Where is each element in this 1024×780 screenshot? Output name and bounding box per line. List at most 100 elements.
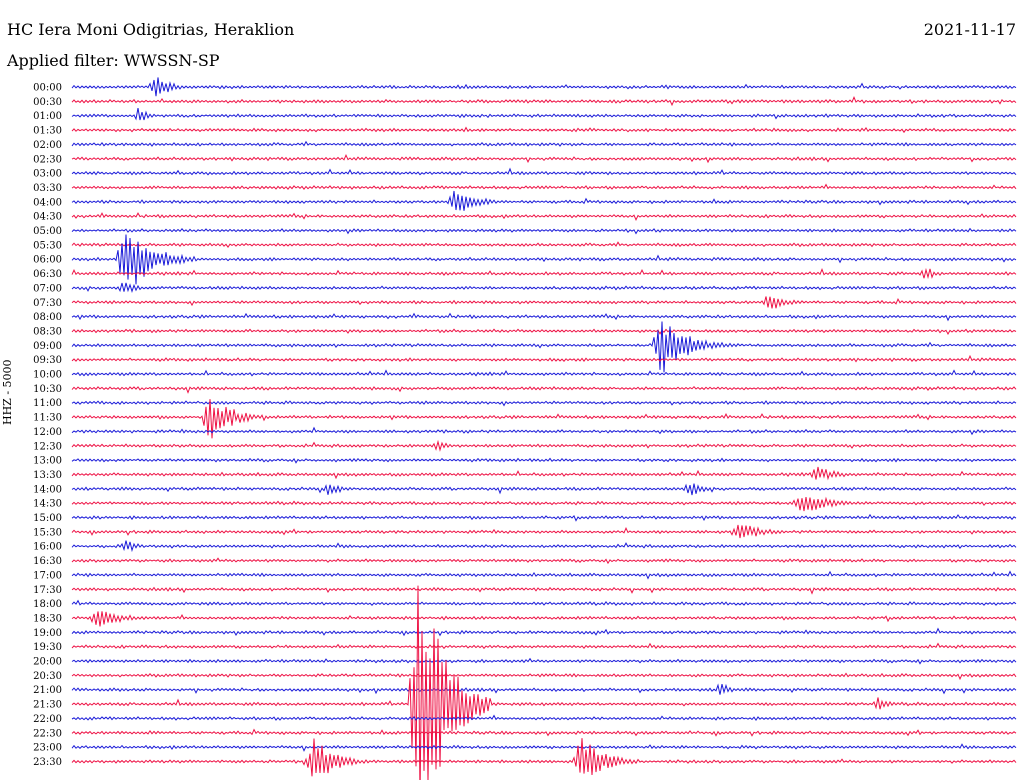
tick-label-2100: 21:00: [33, 685, 62, 696]
tick-label-0000: 00:00: [33, 83, 62, 94]
trace-0530: [71, 241, 1017, 248]
trace-1230: [71, 439, 1017, 452]
tick-label-1700: 17:00: [33, 570, 62, 581]
tick-label-0530: 05:30: [33, 240, 62, 251]
trace-0130: [71, 126, 1017, 134]
trace-1800: [71, 599, 1017, 606]
tick-label-0500: 05:00: [33, 226, 62, 237]
tick-label-2030: 20:30: [33, 671, 62, 682]
tick-label-1800: 18:00: [33, 599, 62, 610]
tick-label-1500: 15:00: [33, 513, 62, 524]
trace-1600: [71, 540, 1017, 553]
tick-label-0800: 08:00: [33, 312, 62, 323]
trace-1030: [71, 385, 1017, 394]
trace-0330: [71, 183, 1017, 191]
trace-2100: [71, 683, 1017, 695]
trace-1500: [71, 513, 1017, 522]
tick-label-0430: 04:30: [33, 212, 62, 223]
tick-label-0830: 08:30: [33, 326, 62, 337]
trace-1700: [71, 570, 1017, 580]
trace-2230: [71, 728, 1017, 737]
tick-label-1200: 12:00: [33, 427, 62, 438]
tick-label-0630: 06:30: [33, 269, 62, 280]
trace-0830: [71, 328, 1017, 336]
tick-label-1930: 19:30: [33, 642, 62, 653]
trace-0600: [71, 234, 1017, 285]
tick-labels: 00:00 00:30 01:00 01:30 02:00 02:30 03:00 03:30…: [33, 83, 62, 768]
trace-2330: [71, 738, 1017, 777]
tick-label-0200: 02:00: [33, 140, 62, 151]
trace-0800: [71, 312, 1017, 322]
tick-label-0700: 07:00: [33, 283, 62, 294]
tick-label-0300: 03:00: [33, 169, 62, 180]
seismogram-traces: [71, 77, 1017, 780]
trace-2300: [71, 743, 1017, 752]
trace-0930: [71, 354, 1017, 363]
tick-label-1900: 19:00: [33, 628, 62, 639]
trace-0900: [71, 321, 1017, 373]
tick-label-2000: 20:00: [33, 657, 62, 668]
trace-1130: [71, 399, 1017, 439]
station-title: HC Iera Moni Odigitrias, Heraklion: [7, 20, 295, 39]
tick-label-2300: 23:00: [33, 743, 62, 754]
tick-label-1030: 10:30: [33, 384, 62, 395]
trace-1000: [71, 369, 1017, 377]
trace-0230: [71, 153, 1017, 164]
tick-label-1300: 13:00: [33, 456, 62, 467]
trace-1730: [71, 586, 1017, 595]
trace-0500: [71, 227, 1017, 235]
trace-1300: [71, 457, 1017, 464]
trace-1830: [71, 611, 1017, 627]
tick-label-1000: 10:00: [33, 370, 62, 381]
trace-0000: [71, 77, 1017, 97]
trace-0100: [71, 108, 1017, 121]
tick-label-0600: 06:00: [33, 255, 62, 266]
date-label: 2021-11-17: [923, 20, 1016, 39]
tick-label-1630: 16:30: [33, 556, 62, 567]
tick-label-1100: 11:00: [33, 398, 62, 409]
trace-1930: [71, 642, 1017, 650]
tick-label-1400: 14:00: [33, 484, 62, 495]
trace-0400: [71, 190, 1017, 211]
trace-1200: [71, 426, 1017, 436]
trace-2030: [71, 672, 1017, 681]
tick-label-2200: 22:00: [33, 714, 62, 725]
trace-0430: [71, 212, 1017, 222]
trace-1900: [71, 627, 1017, 637]
filter-label: Applied filter: WWSSN-SP: [7, 51, 220, 70]
trace-1430: [71, 496, 1017, 512]
trace-0730: [71, 296, 1017, 309]
trace-2130: [71, 585, 1017, 780]
tick-label-0330: 03:30: [33, 183, 62, 194]
tick-label-0230: 02:30: [33, 154, 62, 165]
tick-label-2330: 23:30: [33, 757, 62, 768]
tick-label-0100: 01:00: [33, 111, 62, 122]
tick-label-0730: 07:30: [33, 298, 62, 309]
tick-label-1830: 18:30: [33, 613, 62, 624]
trace-0700: [71, 282, 1017, 293]
tick-label-1130: 11:30: [33, 413, 62, 424]
trace-1530: [71, 524, 1017, 539]
trace-1630: [71, 557, 1017, 565]
trace-1100: [71, 400, 1017, 407]
trace-0300: [71, 167, 1017, 176]
trace-0630: [71, 267, 1017, 280]
tick-label-0900: 09:00: [33, 341, 62, 352]
tick-label-1530: 15:30: [33, 527, 62, 538]
tick-label-1430: 14:30: [33, 499, 62, 510]
tick-label-1230: 12:30: [33, 441, 62, 452]
trace-1330: [71, 466, 1017, 481]
tick-label-0130: 01:30: [33, 126, 62, 137]
trace-1400: [71, 483, 1017, 496]
trace-0030: [71, 96, 1017, 107]
tick-label-0400: 04:00: [33, 197, 62, 208]
trace-2200: [71, 714, 1017, 722]
tick-label-1600: 16:00: [33, 542, 62, 553]
tick-label-0930: 09:30: [33, 355, 62, 366]
tick-label-0030: 00:30: [33, 97, 62, 108]
tick-label-2130: 21:30: [33, 700, 62, 711]
trace-2000: [71, 657, 1017, 665]
tick-label-2230: 22:30: [33, 728, 62, 739]
tick-label-1330: 13:30: [33, 470, 62, 481]
